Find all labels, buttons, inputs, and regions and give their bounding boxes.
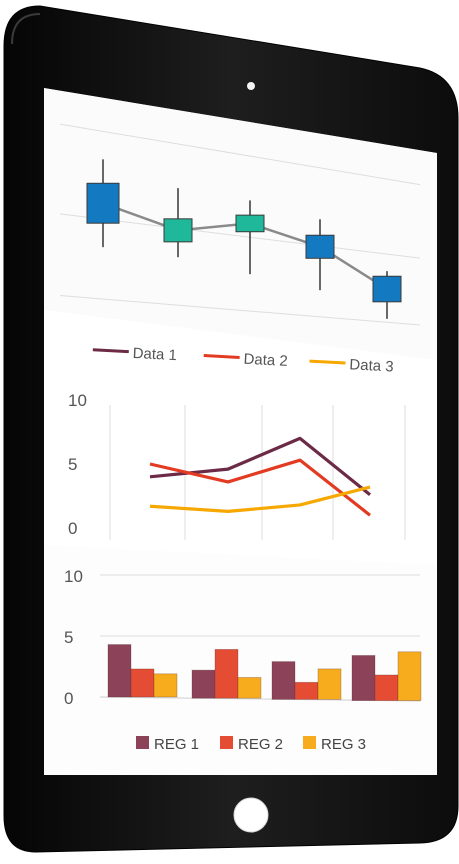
series-line [149,458,371,517]
legend-swatch [203,354,240,359]
candle-body [305,234,335,259]
bar [191,669,216,699]
legend-label: REG 2 [238,736,283,753]
bar [374,674,399,701]
legend-label: Data 2 [243,351,288,370]
gridline [59,213,421,259]
y-tick-label: 10 [64,567,83,586]
legend-swatch [220,736,233,749]
y-tick-label: 10 [68,391,87,410]
bar [107,644,132,698]
legend-label: REG 1 [154,736,199,753]
bar [271,661,296,700]
candle-body [163,218,193,243]
legend-swatch [92,348,129,354]
bar [130,668,155,698]
bar [237,677,262,699]
legend-label: Data 1 [132,345,177,364]
bar [397,651,422,701]
candlestick-chart [59,123,421,326]
gridline [59,295,421,326]
line-legend: Data 1 Data 2 Data 3 [92,345,394,375]
candle-body [86,182,120,224]
legend-label: Data 3 [349,356,394,375]
y-tick-label: 0 [68,519,77,538]
y-tick-label: 5 [68,455,77,474]
frame-highlight [11,13,41,45]
line-chart: Data 1 Data 2 Data 3 10 5 0 [68,345,406,540]
panel-bg-bar [44,545,437,775]
camera-icon [247,82,255,90]
bar [214,649,239,699]
legend-swatch [309,359,346,365]
legend-swatch [136,736,149,749]
home-button[interactable] [233,797,269,833]
bar [153,673,178,698]
gridline [59,123,421,186]
bar-chart: 10 5 0 REG 1 REG 2 REG 3 [64,567,422,753]
legend-swatch [303,736,316,749]
y-tick-label: 5 [64,628,73,647]
legend-label: REG 3 [321,736,366,753]
candle-body [235,214,265,233]
series-line [149,485,371,513]
y-tick-label: 0 [64,689,73,708]
bar [294,681,319,700]
candle-body [372,275,402,303]
bar [317,668,342,700]
bar [351,655,376,702]
